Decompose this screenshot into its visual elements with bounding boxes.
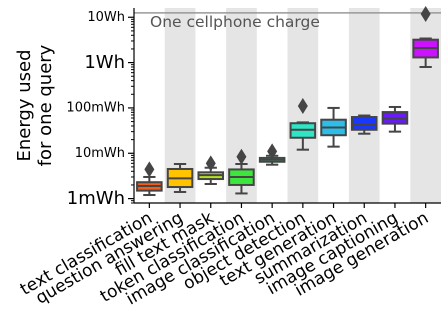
reference-line-label: One cellphone charge [150,13,320,31]
box-iqr [350,116,378,131]
box-image-classification [258,143,286,166]
box-image-captioning [381,105,409,133]
y-axis-label: Energy usedfor one query [14,44,56,166]
reference-line-group: One cellphone charge [134,12,441,31]
y-tick-label: 10mWh [75,146,125,161]
box-question-answering [166,162,194,193]
outlier-marker [420,5,431,22]
column-shading [164,8,441,203]
y-tick-label: 1Wh [84,52,125,73]
box-object-detection [289,98,317,151]
outlier-marker [267,143,278,160]
outlier-marker [144,161,155,178]
column-shade-summarization [348,8,380,203]
y-ticks: 1mWh 10mWh 100mWh 1Wh 10Wh [66,10,134,209]
box-text-classification [136,161,163,197]
box-summarization [350,114,378,135]
column-shade-image-generation [410,8,441,203]
outlier-marker [297,98,308,115]
box-image-generation [412,5,439,68]
outlier-marker [205,155,216,172]
y-axis-label-line: for one query [35,44,56,166]
outlier-marker [236,148,247,165]
box-layer [136,5,439,197]
box-text-generation [320,106,347,148]
y-axis-label-line: Energy used [14,49,35,161]
y-tick-label: 10Wh [87,10,125,25]
y-tick-label: 100mWh [66,100,125,115]
box-token-classification [228,148,255,195]
box-fill-text-mask [197,155,225,185]
y-tick-label: 1mWh [67,188,125,209]
